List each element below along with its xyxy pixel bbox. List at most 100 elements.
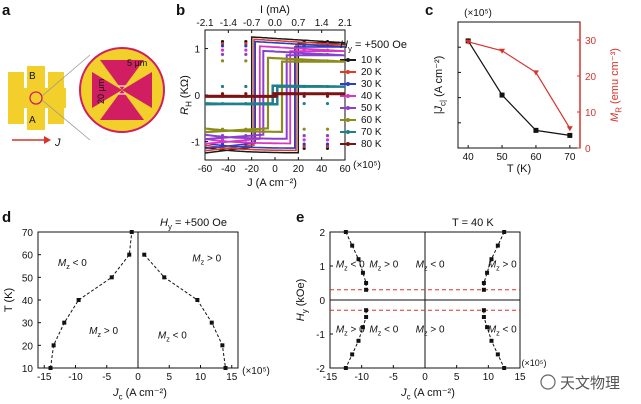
chart-d-point (223, 366, 228, 370)
chart-c-marker (532, 70, 539, 76)
chart-c-marker (499, 92, 505, 98)
panel-label-e: e (296, 209, 304, 226)
chart-b-marker (302, 142, 306, 146)
chart-b-xtick-label: 20 (293, 164, 305, 175)
chart-e-point (364, 315, 369, 319)
chart-e-annotation: Mz < 0 (488, 324, 517, 337)
chart-b-marker (302, 92, 306, 96)
chart-b-xlabel: J (A cm⁻²) (247, 177, 297, 189)
chart-e-xtick-label: 10 (483, 372, 495, 383)
contact-label-a: A (29, 115, 36, 126)
chart-b-legend-marker (346, 70, 350, 74)
chart-c: 40 50 60 70 0 10 20 30 T (K) |Jc| (A cm⁻²) MR (emu… (433, 8, 623, 175)
chart-d-xtick-label: 5 (166, 372, 172, 383)
chart-c-marker (533, 127, 539, 133)
chart-e-point (481, 281, 486, 285)
chart-b-marker (244, 59, 248, 63)
chart-d-ytick-label: 10 (22, 364, 34, 375)
chart-b-marker (302, 138, 306, 142)
chart-e-ytick-label: 1 (319, 262, 325, 273)
chart-b-series-line (204, 92, 345, 98)
chart-b-marker (244, 94, 248, 98)
chart-e-xlabel: Jc (A cm⁻²) (400, 387, 455, 401)
chart-e-annotation: Mz > 0 (488, 260, 517, 273)
device-schematic: B A 5 μm 20 μm J (8, 47, 165, 149)
chart-b-marker (302, 59, 306, 63)
chart-b: -60 -40 -20 0 20 40 60 -1 0 1 -2.1 -1.4 -0.7 0.0 0.7 1.… (179, 4, 407, 189)
chart-e-point (350, 352, 355, 357)
chart-d-point (48, 366, 53, 370)
chart-c-right-tick-label: 10 (585, 108, 597, 119)
chart-e-xtick-label: 5 (454, 372, 460, 383)
chart-e-point (502, 230, 507, 234)
chart-b-marker (220, 142, 225, 146)
chart-e-point (343, 366, 348, 370)
watermark-text: 天文物理 (560, 375, 620, 392)
chart-b-toptick-label: 0.0 (268, 18, 282, 29)
chart-c-series-line (468, 41, 571, 129)
chart-b-xtick-label: 40 (316, 164, 328, 175)
chart-b-legend-marker (346, 142, 350, 146)
chart-d-title: Hy = +500 Oe (160, 217, 227, 231)
chart-d-xlabel: Jc (A cm⁻²) (112, 387, 167, 401)
chart-b-toptick-label: -1.4 (220, 18, 238, 29)
chart-b-xtick-label: -60 (198, 164, 213, 175)
panel-label-b: b (176, 2, 185, 19)
chart-d-xtick-label: -10 (68, 372, 83, 383)
chart-e-point (343, 230, 348, 234)
chart-c-xtick-label: 70 (564, 152, 576, 163)
chart-d-ylabel: T (K) (3, 288, 15, 312)
chart-b-marker (302, 52, 306, 57)
chart-b-marker (325, 138, 330, 142)
chart-c-ylabel-left: |Jc| (A cm⁻²) (433, 56, 447, 115)
chart-d-xtick-label: 10 (195, 372, 207, 383)
chart-e-point (485, 325, 490, 330)
chart-b-marker (325, 52, 330, 57)
chart-b-toptick-label: 2.1 (338, 18, 352, 29)
bowtie-bottom (100, 90, 144, 120)
chart-b-marker (302, 48, 306, 52)
chart-e-point (350, 243, 355, 248)
chart-e-point (360, 270, 365, 275)
chart-d-ytick-label: 30 (22, 319, 34, 330)
dim-20um: 20 μm (96, 79, 106, 104)
chart-c-right-tick-label: 0 (585, 144, 591, 155)
chart-b-marker (302, 127, 306, 131)
chart-c-marker (566, 126, 573, 132)
chart-e-point (481, 315, 486, 319)
chart-e-point (481, 287, 486, 292)
hall-cross-marker (29, 91, 43, 105)
chart-b-marker (244, 92, 248, 96)
zoom-line-top (41, 54, 91, 97)
chart-b-marker (325, 101, 330, 106)
chart-c-frame (457, 21, 581, 149)
bowtie-right (122, 72, 152, 108)
chart-e-ytick-label: 0 (319, 296, 325, 307)
chart-b-legend-label: 70 K (361, 127, 382, 138)
chart-d-point (195, 298, 200, 302)
chart-d-point (51, 343, 56, 348)
chart-b-marker (244, 138, 248, 142)
chart-b-marker (244, 44, 248, 48)
chart-b-marker (302, 133, 306, 138)
chart-d-ytick-label: 50 (22, 273, 34, 284)
chart-d-boundary-line (143, 254, 226, 369)
chart-d-annotation: Mz < 0 (158, 331, 187, 344)
chart-e-xtick-label: -5 (389, 372, 398, 383)
chart-d-xtick-label: 15 (226, 372, 238, 383)
chart-d-annotation: Mz > 0 (192, 253, 221, 266)
panel-label-c: c (425, 2, 433, 19)
chart-d-xtick-label: -5 (102, 372, 111, 383)
chart-b-marker (244, 127, 248, 131)
chart-b-marker (220, 101, 225, 106)
chart-e-point (489, 338, 494, 343)
chart-c-xtick-label: 50 (496, 152, 508, 163)
chart-b-legend-marker (346, 94, 350, 98)
chart-c-right-tick-label: 30 (585, 36, 597, 47)
chart-b-marker (325, 59, 330, 63)
chart-b-marker (220, 48, 225, 52)
chart-b-toptick-label: 0.7 (291, 18, 305, 29)
dim-5um: 5 μm (127, 58, 147, 68)
